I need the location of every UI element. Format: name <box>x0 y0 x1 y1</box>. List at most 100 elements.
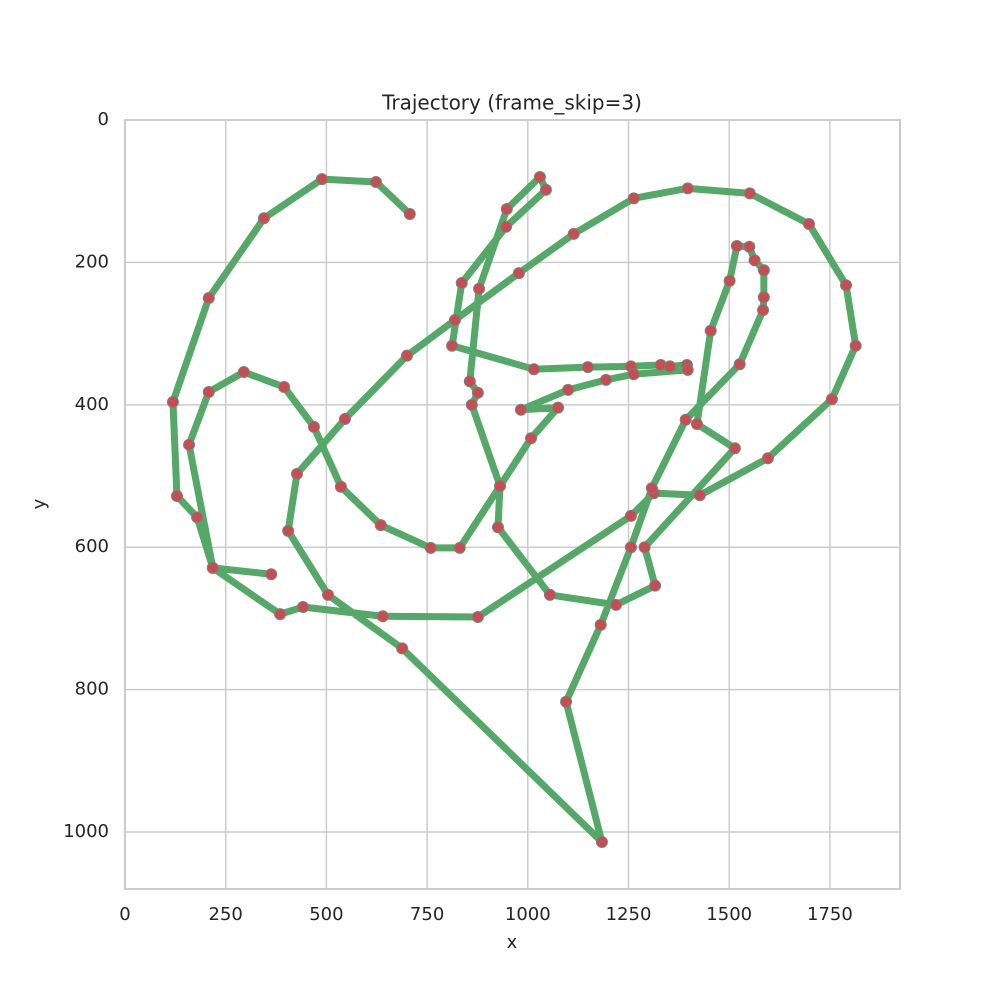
point-marker <box>307 420 320 433</box>
plot-frame <box>124 119 901 890</box>
chart-title: Trajectory (frame_skip=3) <box>381 91 642 115</box>
point-marker <box>681 182 694 195</box>
y-tick-label: 800 <box>75 679 109 700</box>
point-marker <box>453 541 466 554</box>
point-marker <box>424 541 437 554</box>
point-marker <box>290 467 303 480</box>
point-marker <box>743 240 756 253</box>
point-marker <box>448 314 461 327</box>
point-marker <box>396 642 409 655</box>
point-marker <box>265 568 278 581</box>
point-marker <box>471 611 484 624</box>
x-tick-label: 0 <box>119 904 130 925</box>
x-axis-label: x <box>507 932 518 953</box>
point-marker <box>282 524 295 537</box>
point-marker <box>278 381 291 394</box>
point-marker <box>802 217 815 230</box>
point-marker <box>552 401 565 414</box>
y-tick-label: 200 <box>75 251 109 272</box>
point-marker <box>183 438 196 451</box>
point-marker <box>595 836 608 849</box>
x-tick-label: 1750 <box>807 904 853 925</box>
point-marker <box>581 361 594 374</box>
y-tick-label: 1000 <box>63 821 109 842</box>
point-marker <box>645 482 658 495</box>
point-marker <box>491 521 504 534</box>
point-marker <box>376 610 389 623</box>
y-tick-label: 400 <box>75 394 109 415</box>
point-marker <box>473 282 486 295</box>
x-tick-label: 750 <box>410 904 444 925</box>
point-marker <box>334 480 347 493</box>
point-marker <box>525 432 538 445</box>
point-marker <box>757 304 770 317</box>
point-marker <box>166 395 179 408</box>
x-tick-label: 250 <box>209 904 243 925</box>
point-marker <box>757 291 770 304</box>
point-marker <box>539 183 552 196</box>
point-marker <box>543 588 556 601</box>
point-marker <box>455 277 468 290</box>
point-marker <box>849 339 862 352</box>
point-marker <box>743 187 756 200</box>
point-marker <box>512 267 525 280</box>
point-marker <box>627 368 640 381</box>
point-marker <box>494 479 507 492</box>
trajectory-line <box>169 173 860 846</box>
point-marker <box>693 489 706 502</box>
point-marker <box>500 220 513 233</box>
point-marker <box>704 324 717 337</box>
point-marker <box>338 413 351 426</box>
point-marker <box>594 618 607 631</box>
point-marker <box>757 264 770 277</box>
point-marker <box>463 375 476 388</box>
x-tick-label: 1000 <box>505 904 551 925</box>
point-marker <box>471 386 484 399</box>
point-marker <box>533 170 546 183</box>
point-marker <box>690 418 703 431</box>
point-marker <box>202 292 215 305</box>
point-marker <box>206 561 219 574</box>
point-marker <box>322 588 335 601</box>
point-marker <box>624 509 637 522</box>
point-marker <box>446 339 459 352</box>
y-axis-label: y <box>29 498 50 509</box>
point-marker <box>679 413 692 426</box>
point-marker <box>681 363 694 376</box>
point-marker <box>527 363 540 376</box>
point-marker <box>374 519 387 532</box>
point-marker <box>840 279 853 292</box>
y-tick-label: 600 <box>75 536 109 557</box>
point-marker <box>297 601 310 614</box>
x-tick-label: 1250 <box>606 904 652 925</box>
point-marker <box>315 173 328 186</box>
point-marker <box>638 541 651 554</box>
point-marker <box>610 598 623 611</box>
point-marker <box>663 360 676 373</box>
point-marker <box>274 608 287 621</box>
x-tick-label: 500 <box>309 904 343 925</box>
y-tick-label: 0 <box>98 109 109 130</box>
point-marker <box>514 403 527 416</box>
point-marker <box>624 541 637 554</box>
point-marker <box>369 175 382 188</box>
point-marker <box>730 240 743 253</box>
point-marker <box>560 695 573 708</box>
point-marker <box>761 452 774 465</box>
point-marker <box>825 393 838 406</box>
point-marker <box>723 274 736 287</box>
x-tick-label: 1500 <box>706 904 752 925</box>
point-marker <box>237 366 250 379</box>
point-marker <box>465 398 478 411</box>
point-marker <box>599 373 612 386</box>
point-marker <box>500 203 513 216</box>
point-marker <box>649 579 662 592</box>
point-marker <box>728 442 741 455</box>
point-marker <box>748 254 761 267</box>
point-marker <box>567 227 580 240</box>
point-marker <box>562 383 575 396</box>
point-marker <box>627 192 640 205</box>
point-marker <box>257 212 270 225</box>
point-marker <box>170 489 183 502</box>
